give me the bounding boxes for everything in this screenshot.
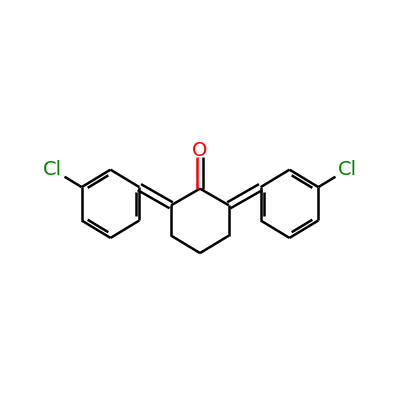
Text: Cl: Cl — [43, 160, 62, 179]
Text: Cl: Cl — [338, 160, 357, 179]
Text: O: O — [192, 141, 208, 160]
